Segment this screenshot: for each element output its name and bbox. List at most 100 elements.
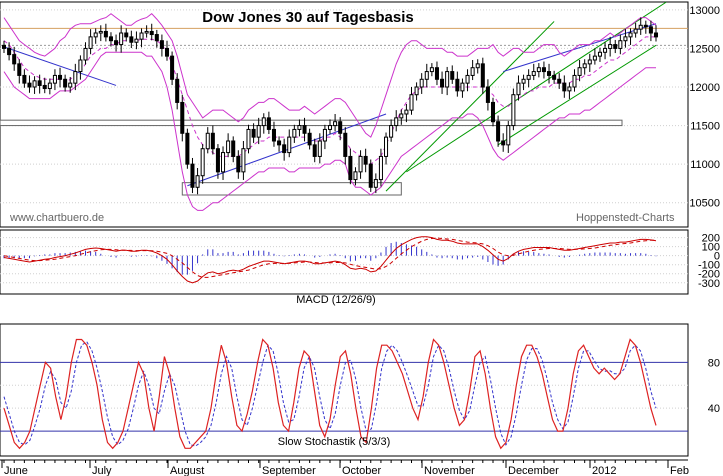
price-y-tick-2: 11500 [690,121,720,133]
candle-body-23 [119,32,124,46]
candle-body-30 [154,34,159,42]
macd-y-tick-4: -200 [698,269,720,281]
candle-body-66 [338,121,343,134]
lower-bollinger-line [3,51,656,211]
candle-body-4 [22,74,27,84]
candle-body-78 [399,113,404,119]
price-y-tick-1: 11000 [690,159,720,171]
candle-body-116 [592,55,597,61]
candle-body-0 [1,44,7,49]
candle-body-41 [210,132,215,150]
candle-body-124 [633,28,638,34]
candle-body-61 [312,144,317,157]
candle-body-52 [266,117,271,130]
candle-body-114 [582,63,587,69]
candle-body-111 [567,86,572,92]
macd-y-tick-3: -100 [698,260,720,272]
candle-body-12 [63,78,68,88]
candle-body-105 [536,67,541,73]
candle-body-93 [475,63,480,69]
candle-body-121 [618,40,623,49]
x-tick-label-7: 2012 [592,465,616,476]
price-y-tick-3: 12000 [689,82,720,94]
price-y-tick-5: 13000 [689,5,720,17]
candle-body-123 [628,32,633,38]
candle-body-43 [221,152,226,173]
price-panel-frame [0,1,689,228]
candle-body-87 [445,71,450,88]
candle-body-75 [384,136,389,157]
candle-body-101 [516,82,521,96]
candle-body-60 [307,132,312,146]
candle-body-73 [373,179,378,188]
candle-body-25 [129,36,134,43]
candle-body-15 [78,59,83,73]
candle-body-76 [389,125,394,138]
candle-body-82 [419,78,424,88]
candle-body-63 [322,128,327,142]
candle-body-31 [159,40,164,49]
candle-body-109 [557,78,562,84]
candle-body-113 [577,67,582,76]
candle-body-9 [47,82,52,90]
candle-body-125 [638,24,643,30]
candle-body-26 [134,38,139,43]
candle-body-102 [521,78,526,84]
candle-body-85 [434,67,439,80]
price-y-tick-0: 10500 [689,198,720,210]
candle-body-3 [17,63,22,76]
candle-body-120 [613,44,618,49]
stochastic-y-tick-1: 40 [708,403,720,415]
candle-body-74 [378,155,383,181]
candle-body-6 [32,80,37,88]
candle-body-62 [317,140,322,157]
candle-body-118 [603,47,608,53]
trendline-aug-oct-up [187,113,387,187]
stochastic-y-ticks: 80 40 [708,357,720,415]
candle-body-5 [27,82,32,88]
stochastic-y-tick-0: 80 [708,357,720,369]
macd-y-tick-1: 100 [702,242,720,254]
x-tick-label-2: August [170,465,204,476]
candle-body-16 [83,47,88,61]
candle-body-35 [180,101,185,134]
candle-body-126 [643,24,648,28]
price-panel: 10500 11000 11500 12000 12500 13000 Dow Jones… [0,1,720,228]
candle-body-7 [37,80,42,86]
candle-body-92 [470,67,475,76]
candle-body-122 [623,36,628,42]
candle-body-37 [190,163,195,188]
price-y-tick-4: 12500 [689,43,720,55]
candle-body-51 [261,117,266,127]
candle-body-49 [251,128,256,138]
candle-body-8 [42,84,47,90]
candle-body-50 [256,125,261,138]
macd-histogram [3,241,657,275]
candle-body-59 [302,125,307,134]
candle-body-90 [460,82,465,92]
macd-y-tick-0: 200 [702,233,720,245]
candle-body-20 [103,30,108,38]
macd-panel-frame [0,229,689,295]
candle-body-54 [277,140,282,146]
candle-body-95 [485,86,490,103]
candle-body-94 [480,63,485,88]
macd-y-tick-5: -300 [698,278,720,290]
candle-body-115 [587,59,592,65]
stochastic-panel: 80 40 Slow Stochastik (5/3/3) [0,323,720,457]
candle-body-128 [653,32,659,38]
macd-y-tick-2: 0 [714,251,720,263]
macd-signal-line [3,237,656,278]
macd-line [3,236,657,284]
candle-body-80 [409,94,414,111]
candle-body-88 [450,71,455,80]
candle-body-39 [200,148,205,177]
support-zone-box [0,119,623,127]
candle-body-84 [429,67,434,73]
x-tick-label-6: December [508,465,559,476]
candle-body-44 [226,140,231,154]
candle-body-55 [282,144,287,154]
candle-body-83 [424,71,429,80]
